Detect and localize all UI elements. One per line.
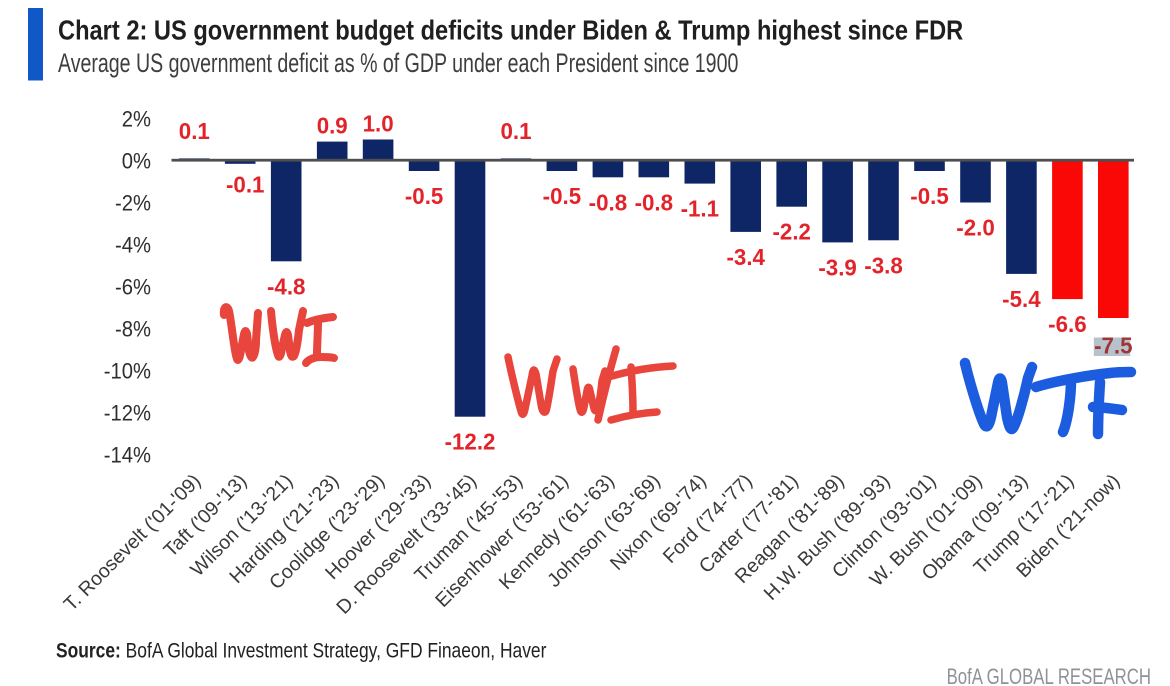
svg-text:1.0: 1.0 <box>363 110 394 137</box>
svg-text:Source: BofA Global Investment: Source: BofA Global Investment Strategy,… <box>56 640 547 663</box>
svg-text:0.9: 0.9 <box>317 112 348 139</box>
svg-text:-12.2: -12.2 <box>445 428 496 455</box>
svg-text:2%: 2% <box>122 108 151 132</box>
svg-text:-0.5: -0.5 <box>910 182 949 209</box>
svg-text:-0.5: -0.5 <box>543 182 582 209</box>
svg-text:-2.0: -2.0 <box>956 214 994 241</box>
svg-text:-2.2: -2.2 <box>772 218 810 245</box>
svg-text:-0.8: -0.8 <box>589 189 628 216</box>
svg-text:-8%: -8% <box>115 318 151 342</box>
svg-text:0.1: 0.1 <box>500 117 531 144</box>
svg-text:-0.8: -0.8 <box>635 189 674 216</box>
svg-text:-3.8: -3.8 <box>864 252 903 279</box>
svg-text:0.1: 0.1 <box>179 117 210 144</box>
svg-text:Average US government deficit: Average US government deficit as % of GD… <box>58 48 738 78</box>
svg-text:-4.8: -4.8 <box>267 273 306 300</box>
svg-text:-4%: -4% <box>115 234 151 258</box>
svg-text:-2%: -2% <box>115 192 151 216</box>
svg-text:-6%: -6% <box>115 276 151 300</box>
svg-text:-1.1: -1.1 <box>681 195 720 222</box>
svg-text:-3.4: -3.4 <box>726 243 765 270</box>
svg-text:-7.5: -7.5 <box>1094 332 1133 359</box>
svg-text:-0.1: -0.1 <box>226 171 265 198</box>
svg-text:-12%: -12% <box>104 402 151 426</box>
svg-text:-0.5: -0.5 <box>405 182 444 209</box>
svg-text:Chart 2: US government budget: Chart 2: US government budget deficits u… <box>58 16 963 46</box>
svg-text:BofA GLOBAL RESEARCH: BofA GLOBAL RESEARCH <box>947 665 1151 686</box>
svg-text:-5.4: -5.4 <box>1002 285 1041 312</box>
svg-text:-3.9: -3.9 <box>818 254 856 281</box>
svg-text:-14%: -14% <box>104 444 151 468</box>
svg-text:0%: 0% <box>122 150 151 174</box>
svg-text:-6.6: -6.6 <box>1048 311 1086 338</box>
svg-text:-10%: -10% <box>104 360 151 384</box>
